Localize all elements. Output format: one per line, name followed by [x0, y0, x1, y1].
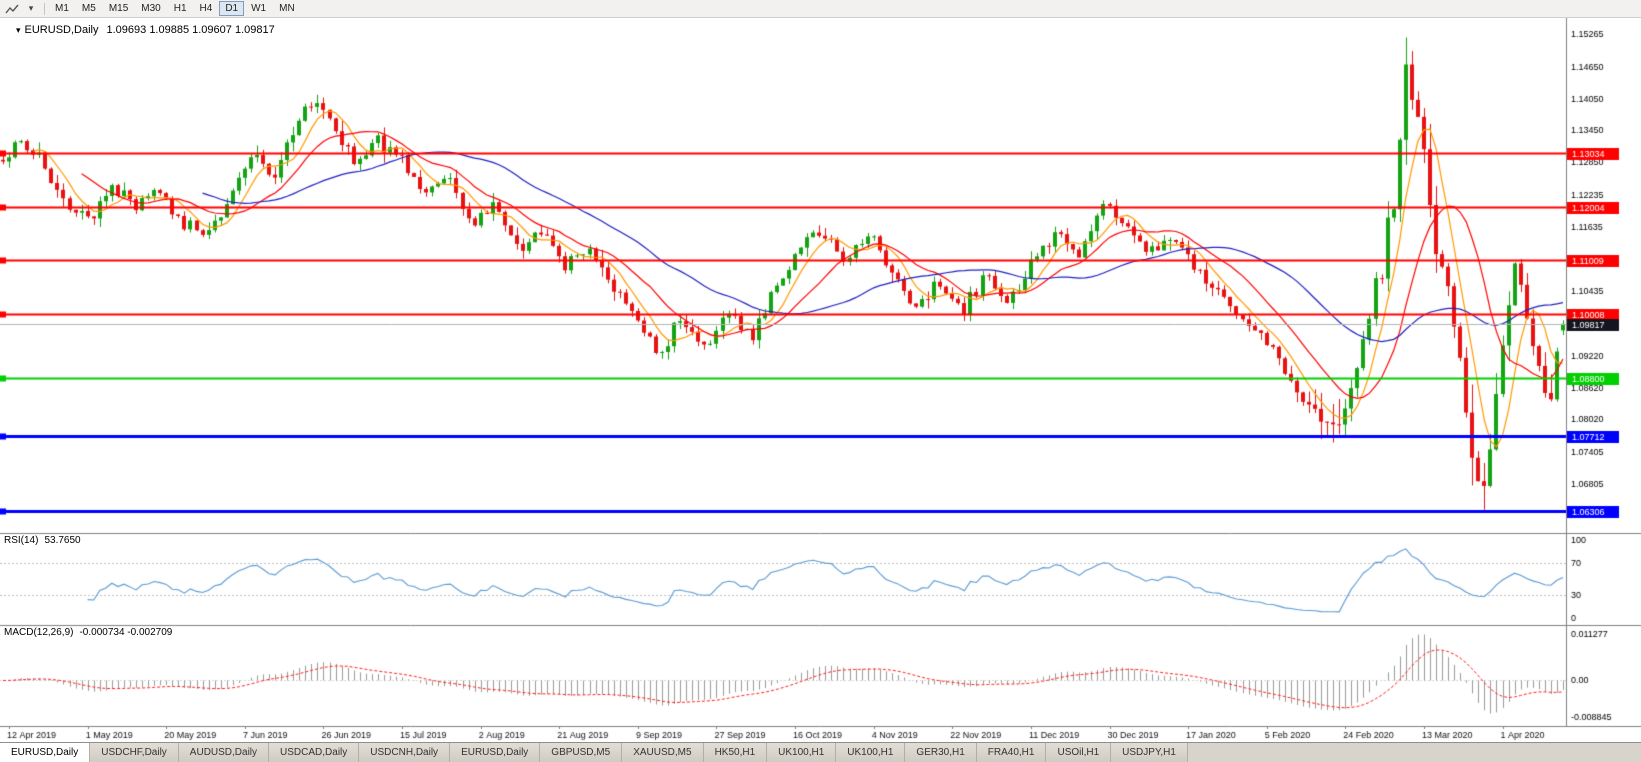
chart-menu-icon[interactable]: ▾: [16, 25, 21, 35]
rsi-indicator-title: RSI(14) 53.7650: [4, 535, 81, 546]
chart-tab-usdcnh-daily[interactable]: USDCNH,Daily: [359, 743, 451, 762]
chart-symbol-period: EURUSD,Daily: [24, 24, 99, 36]
timeframe-toolbar: ▾ M1 M5 M15 M30 H1 H4 D1 W1 MN: [0, 0, 1641, 18]
price-chart-canvas[interactable]: [0, 18, 1641, 742]
rsi-value: 53.7650: [44, 535, 81, 546]
timeframe-button-d1[interactable]: D1: [219, 1, 245, 16]
chart-tab-usoil-h1[interactable]: USOil,H1: [1046, 743, 1112, 762]
timeframe-button-m5[interactable]: M5: [76, 1, 102, 16]
timeframe-button-m15[interactable]: M15: [103, 1, 134, 16]
chart-tab-audusd-daily[interactable]: AUDUSD,Daily: [178, 743, 270, 762]
chart-tab-uk100-h1[interactable]: UK100,H1: [836, 743, 906, 762]
timeframe-button-m1[interactable]: M1: [49, 1, 75, 16]
chart-tab-usdjpy-h1[interactable]: USDJPY,H1: [1111, 743, 1188, 762]
chart-tab-fra40-h1[interactable]: FRA40,H1: [976, 743, 1047, 762]
timeframe-button-h1[interactable]: H1: [168, 1, 193, 16]
timeframe-button-w1[interactable]: W1: [245, 1, 272, 16]
chart-tab-usdcad-daily[interactable]: USDCAD,Daily: [269, 743, 360, 762]
chart-tab-uk100-h1[interactable]: UK100,H1: [767, 743, 837, 762]
rsi-label: RSI(14): [4, 535, 39, 546]
chart-tab-hk50-h1[interactable]: HK50,H1: [703, 743, 768, 762]
chart-cursor-icon[interactable]: [3, 1, 21, 17]
chart-dropdown-icon[interactable]: ▾: [28, 3, 34, 13]
chart-tab-usdchf-daily[interactable]: USDCHF,Daily: [90, 743, 179, 762]
timeframe-buttons: M1 M5 M15 M30 H1 H4 D1 W1 MN: [49, 1, 301, 16]
timeframe-button-m30[interactable]: M30: [135, 1, 166, 16]
macd-label: MACD(12,26,9): [4, 627, 74, 638]
chart-tabs-bar: EURUSD,Daily USDCHF,Daily AUDUSD,Daily USDC…: [0, 742, 1641, 762]
chart-tab-xauusd-m5[interactable]: XAUUSD,M5: [622, 743, 704, 762]
chart-tab-eurusd-daily[interactable]: EURUSD,Daily: [0, 743, 91, 762]
chart-tab-gbpusd-m5[interactable]: GBPUSD,M5: [540, 743, 623, 762]
toolbar-separator: [44, 2, 45, 15]
chart-tab-eurusd-daily[interactable]: EURUSD,Daily: [450, 743, 541, 762]
chart-area: ▾ EURUSD,Daily 1.09693 1.09885 1.09607 1.0…: [0, 18, 1641, 742]
timeframe-button-mn[interactable]: MN: [273, 1, 301, 16]
timeframe-button-h4[interactable]: H4: [194, 1, 219, 16]
chart-tab-ger30-h1[interactable]: GER30,H1: [905, 743, 977, 762]
chart-ohlc-readout: 1.09693 1.09885 1.09607 1.09817: [106, 24, 275, 36]
chart-title: ▾ EURUSD,Daily 1.09693 1.09885 1.09607 1.0…: [16, 24, 275, 36]
macd-indicator-title: MACD(12,26,9) -0.000734 -0.002709: [4, 627, 172, 638]
macd-values: -0.000734 -0.002709: [79, 627, 173, 638]
